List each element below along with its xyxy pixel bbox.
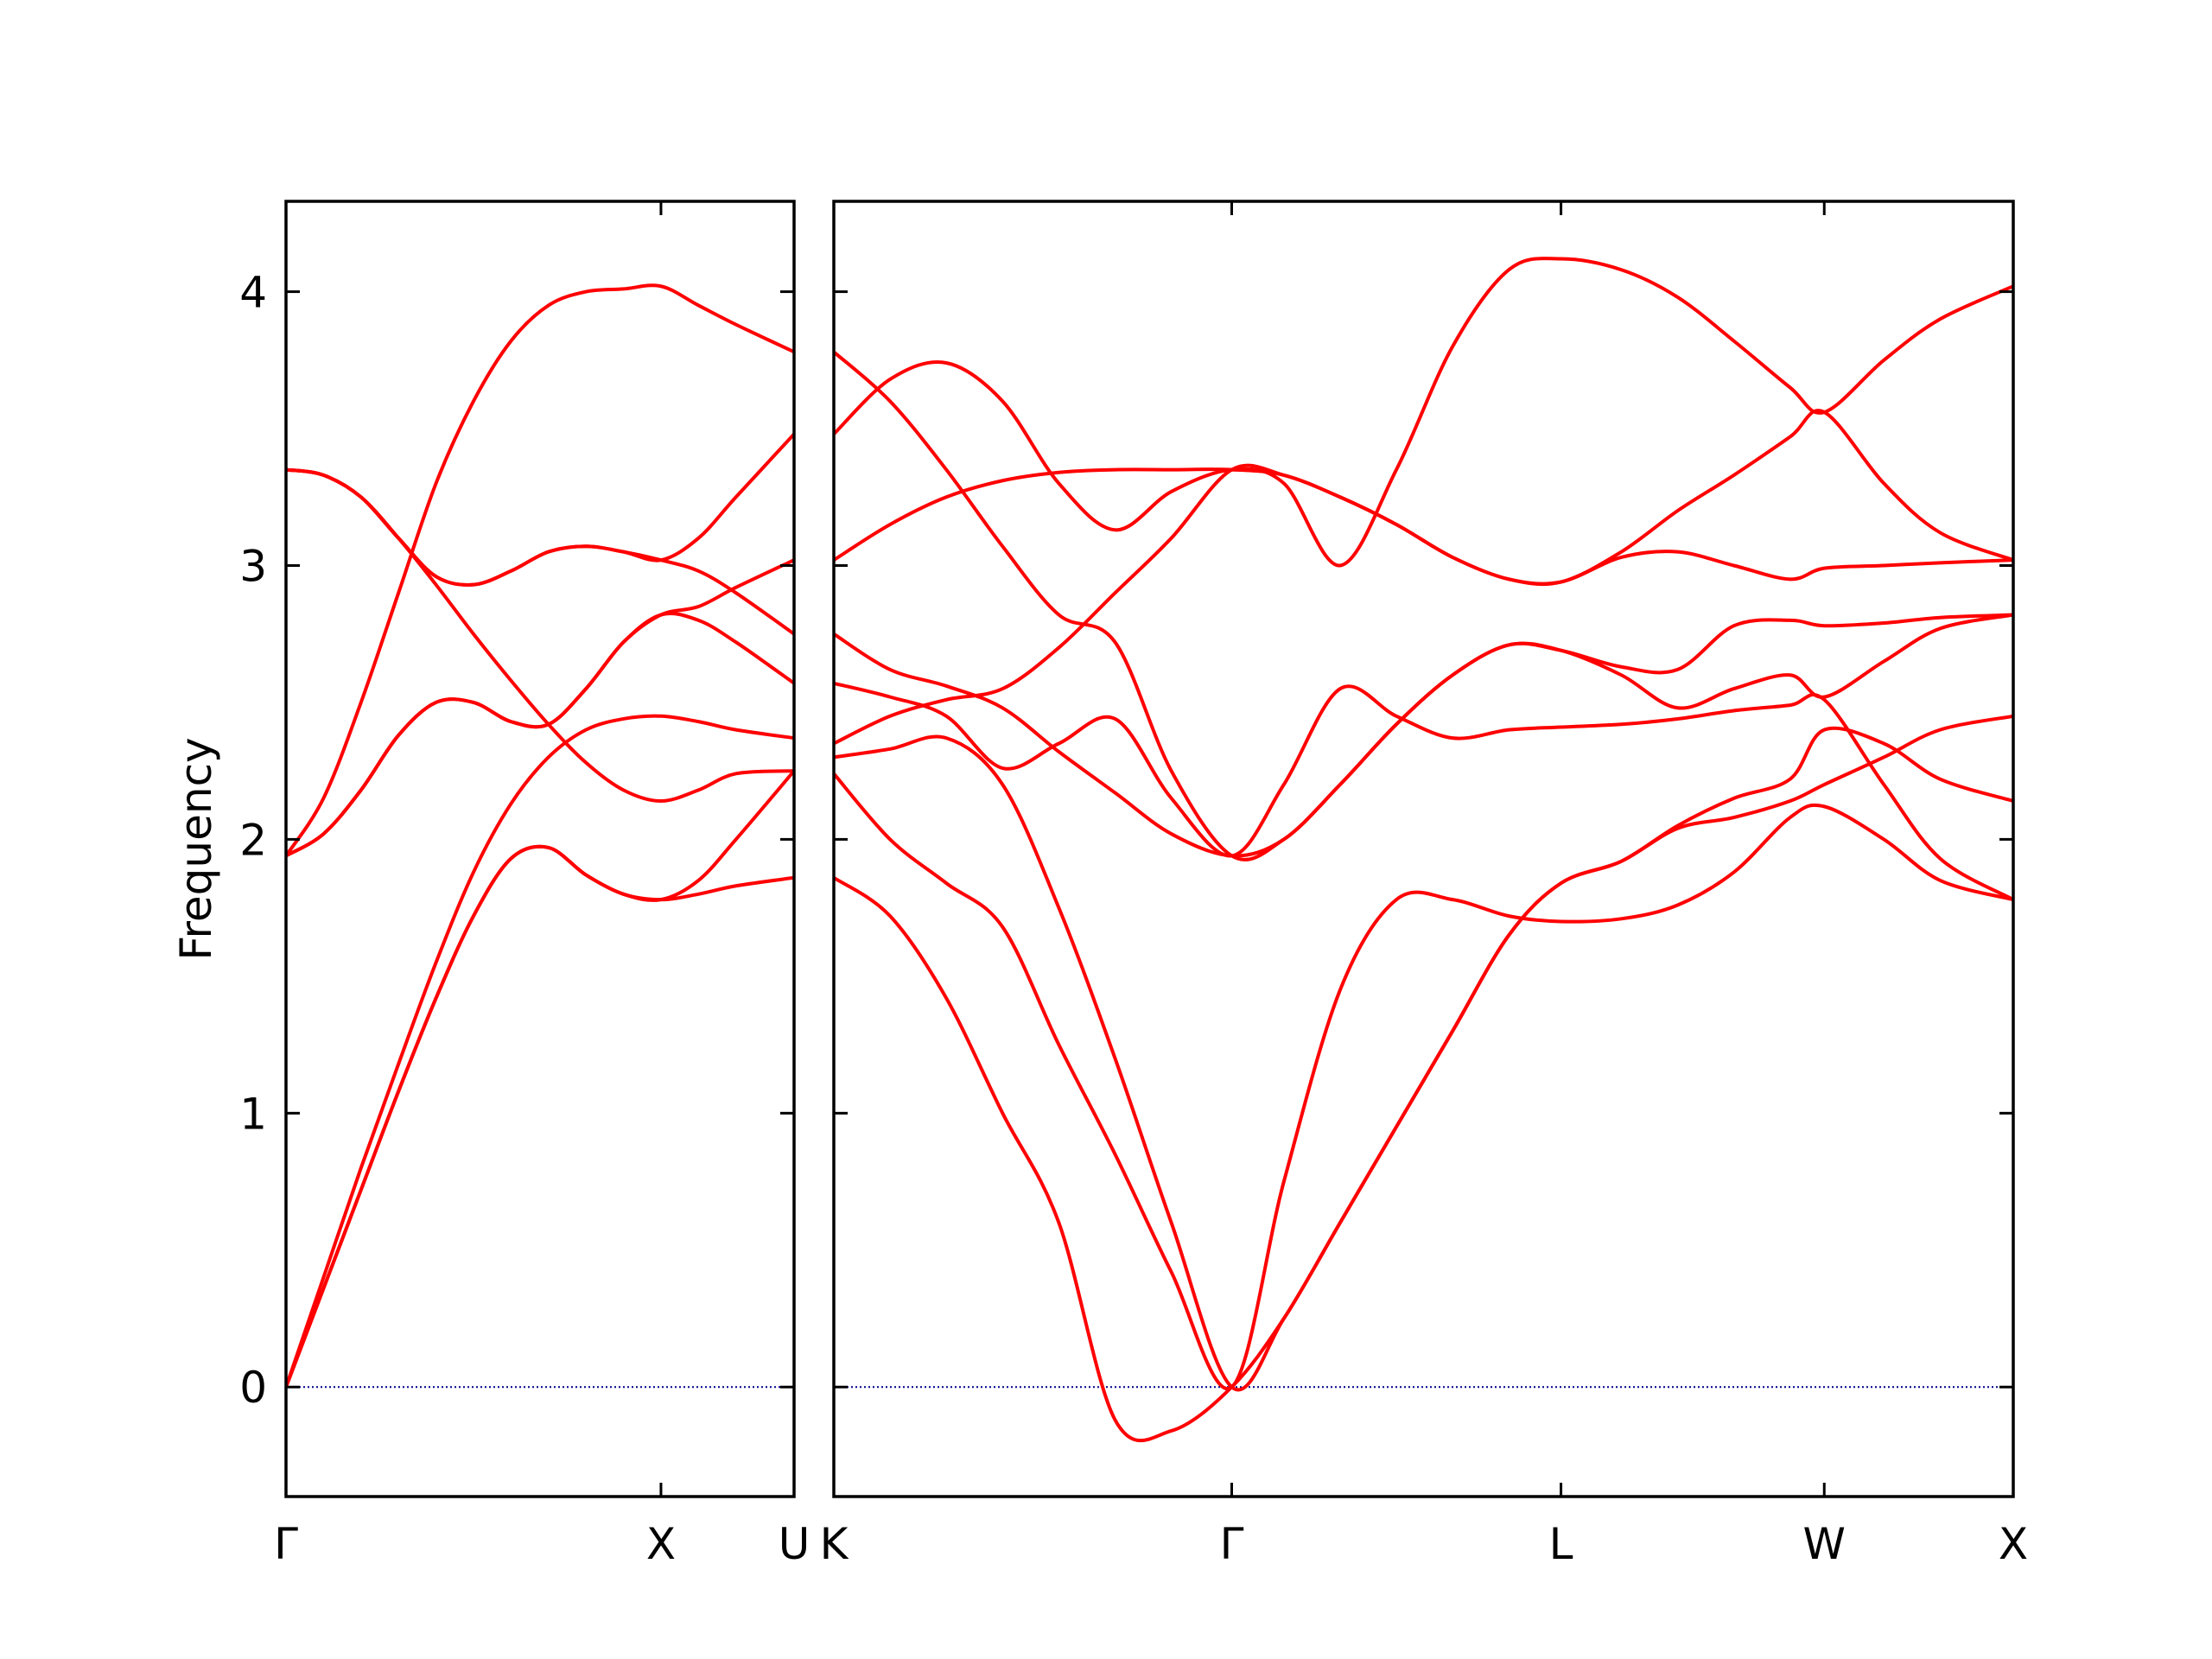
x-tick-label: X [646, 1519, 676, 1569]
band-line [834, 714, 2013, 1392]
x-tick-label: L [1549, 1519, 1573, 1569]
x-tick-label: X [1999, 1519, 2028, 1569]
band-line [286, 283, 794, 857]
band-line [834, 350, 2013, 861]
plot-area [286, 283, 794, 1389]
x-tick-label: Γ [1220, 1519, 1244, 1569]
plot-area [834, 257, 2013, 1443]
plot-frame [284, 200, 796, 1498]
band-line [286, 769, 794, 1388]
y-tick-label: 1 [239, 1089, 267, 1139]
band-line [286, 714, 794, 1388]
band-line [834, 467, 2013, 586]
x-tick-label: W [1803, 1519, 1846, 1569]
y-tick-label: 3 [239, 541, 267, 591]
y-axis-label: Frequency [171, 737, 221, 960]
y-tick-label: 4 [239, 268, 267, 318]
plot-frame [832, 200, 2015, 1498]
band-line [834, 772, 2013, 1391]
band-line [834, 257, 2013, 568]
band-line [286, 612, 794, 858]
x-tick-label: Γ [274, 1519, 298, 1569]
y-tick-label: 0 [239, 1363, 267, 1413]
band-line [286, 467, 794, 804]
x-tick-label: U [779, 1519, 810, 1569]
x-tick-label: K [820, 1519, 849, 1569]
y-tick-label: 2 [239, 815, 267, 865]
